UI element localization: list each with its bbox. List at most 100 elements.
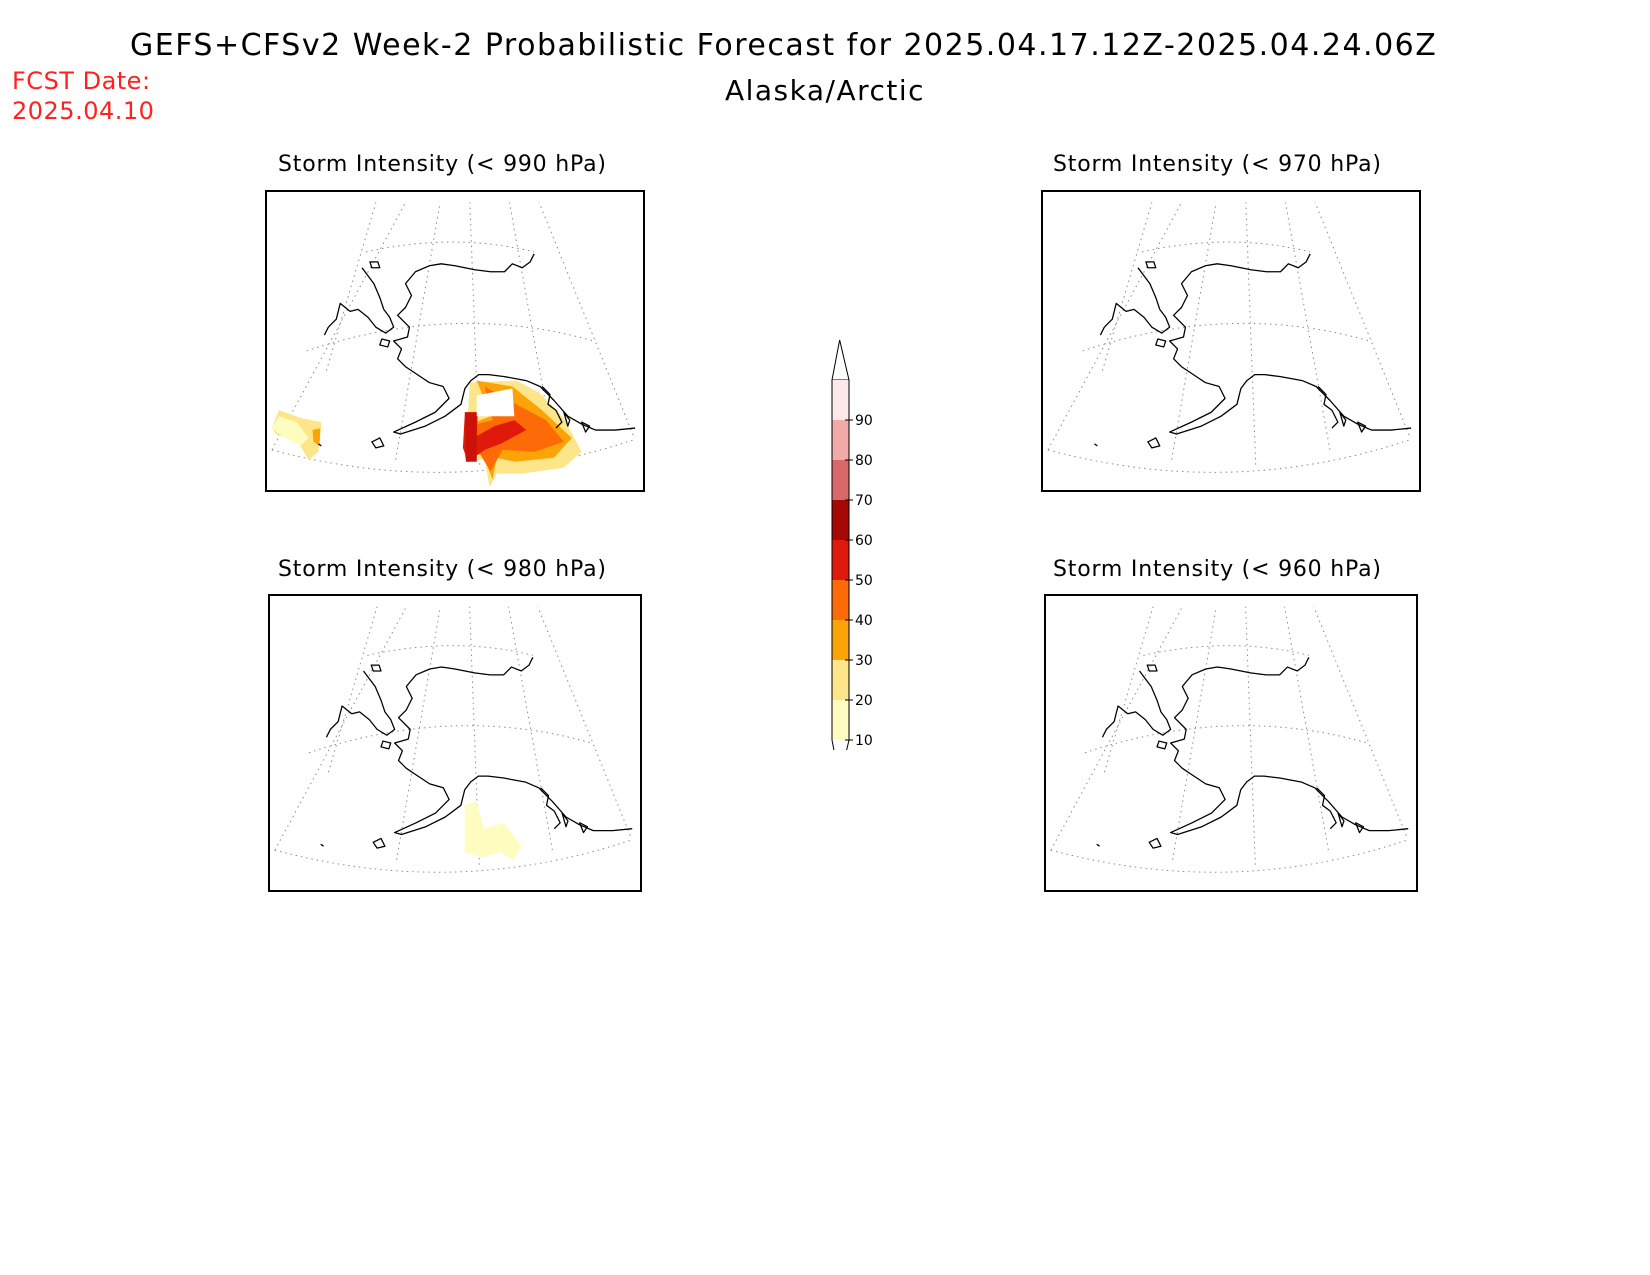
coastline-panhandle [541, 386, 563, 429]
coastline-panhandle [540, 787, 561, 830]
graticule-line [1050, 839, 1407, 873]
coastline-island [1145, 261, 1157, 269]
coastline-mainland [393, 657, 633, 836]
map-panel-970 [1041, 190, 1421, 492]
colorbar-label: 50 [855, 573, 873, 589]
graticule-line [1082, 322, 1370, 352]
colorbar-label: 20 [855, 693, 873, 709]
graticule-line [325, 202, 377, 371]
coastline-island [1096, 843, 1100, 847]
graticule-line [1047, 202, 1182, 451]
colorbar-bottom-cap [831, 739, 850, 781]
coastline-island [320, 843, 324, 847]
colorbar-swatch [832, 420, 849, 460]
map-layer [1047, 202, 1412, 473]
coastline-seward [325, 670, 396, 738]
coastline-island [1337, 812, 1345, 828]
prob-area-50 [462, 412, 527, 462]
colorbar-swatch [832, 700, 849, 740]
coastline-island [1147, 437, 1161, 449]
coastline-island [372, 837, 386, 849]
coastline-island [563, 411, 571, 427]
colorbar-label: 30 [855, 653, 873, 669]
colorbar-swatch [832, 580, 849, 620]
forecast-date-label: FCST Date: [12, 67, 151, 95]
prob-area-10 [271, 416, 309, 446]
coastline-island [371, 437, 385, 449]
map-canvas [274, 606, 633, 873]
map-layer [274, 606, 633, 873]
graticule-line [308, 725, 592, 754]
coastline-panhandle [1317, 386, 1339, 429]
colorbar-swatch [832, 660, 849, 700]
graticule-line [274, 606, 407, 851]
forecast-date-block: FCST Date: 2025.04.10 [12, 66, 154, 126]
colorbar-label: 90 [855, 413, 873, 429]
colorbar-label: 70 [855, 493, 873, 509]
graticule-line [1245, 202, 1257, 465]
panel-title-960: Storm Intensity (< 960 hPa) [1053, 557, 1382, 582]
graticule-line [327, 606, 378, 773]
coastline-island [581, 421, 591, 433]
graticule-line [1103, 606, 1154, 773]
graticule-line [508, 202, 555, 450]
coastline-island [380, 740, 392, 750]
coastline-panhandle [1316, 787, 1337, 830]
prob-area-30 [312, 428, 321, 446]
panel-title-990: Storm Intensity (< 990 hPa) [278, 152, 607, 177]
colorbar-label: 40 [855, 613, 873, 629]
coastline-mainland [1169, 657, 1409, 836]
graticule-line [1314, 202, 1410, 436]
map-layer [1050, 606, 1409, 873]
colorbar-swatch [832, 500, 849, 540]
coastline-island [1339, 411, 1347, 427]
graticule-line [274, 839, 631, 873]
colorbar-label: 60 [855, 533, 873, 549]
map-canvas [1047, 202, 1412, 473]
graticule-line [1284, 606, 1329, 851]
colorbar-scale: 10 20 30 40 50 60 70 80 90 [831, 339, 873, 781]
colorbar-swatch [832, 620, 849, 660]
coastline-island [1146, 664, 1158, 672]
graticule-line [1141, 241, 1311, 253]
graticule-line [538, 202, 634, 436]
colorbar-label: 10 [855, 733, 873, 749]
coastline-island [1155, 338, 1167, 348]
graticule-line [1313, 606, 1407, 836]
coastline-island [1156, 740, 1168, 750]
colorbar-swatch [832, 460, 849, 500]
graticule-line [271, 202, 406, 451]
prob-area-10 [464, 801, 522, 860]
colorbar-swatch [832, 540, 849, 580]
coastline-island [578, 822, 589, 834]
panel-title-970: Storm Intensity (< 970 hPa) [1053, 152, 1382, 177]
coastline-island [370, 664, 382, 672]
map-canvas [1050, 606, 1409, 873]
graticule-line [1284, 202, 1331, 450]
coastline-seward [1101, 670, 1172, 738]
coastline-island [1148, 837, 1162, 849]
graticule-line [1245, 606, 1256, 865]
coastline-island [561, 812, 569, 828]
map-panel-960 [1044, 594, 1418, 892]
prob-gap [476, 388, 515, 417]
map-canvas [271, 202, 636, 488]
graticule-line [537, 606, 631, 836]
colorbar-swatch [832, 380, 849, 420]
forecast-date-value: 2025.04.10 [12, 97, 155, 125]
coastline-island [1357, 421, 1367, 433]
map-panel-990 [265, 190, 645, 492]
coastline-island [318, 443, 322, 447]
graticule-line [1084, 725, 1368, 754]
region-subtitle: Alaska/Arctic [724, 74, 926, 107]
coastline-mainland [393, 253, 636, 435]
graticule-line [508, 606, 553, 851]
coastline-seward [1099, 267, 1171, 336]
graticule-line [306, 322, 594, 352]
map-layer [271, 202, 636, 488]
graticule-line [1047, 439, 1410, 473]
colorbar: 10 20 30 40 50 60 70 80 90 [820, 330, 900, 781]
coastline-mainland [1169, 253, 1412, 435]
colorbar-label: 80 [855, 453, 873, 469]
map-panel-980 [268, 594, 642, 892]
